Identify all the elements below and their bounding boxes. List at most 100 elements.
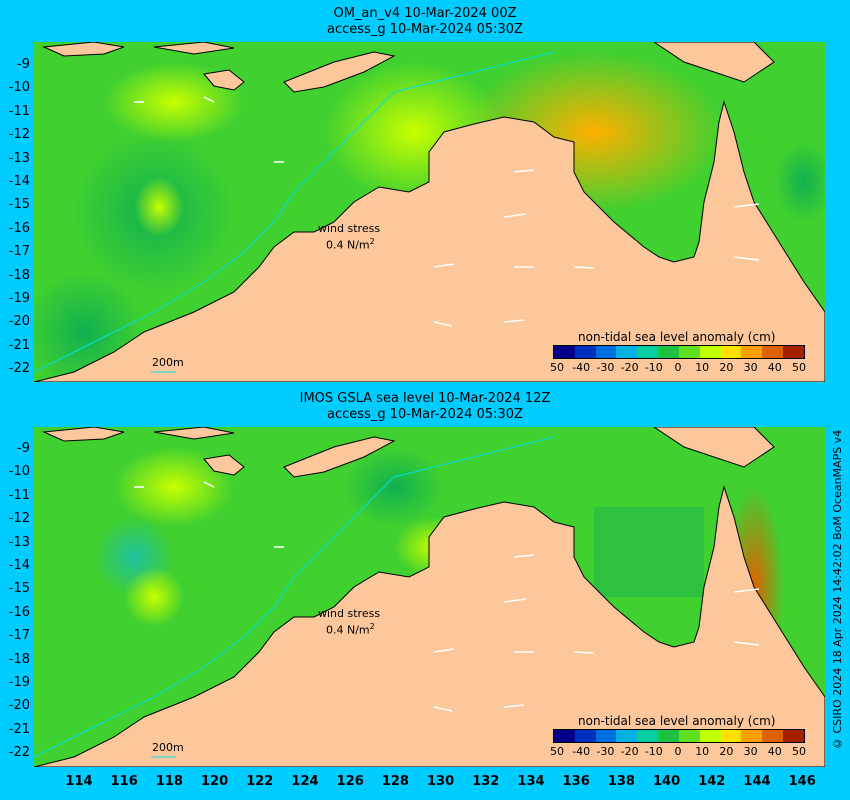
- colorbar-tick-label: 30: [743, 361, 758, 374]
- colorbar-swatch: [554, 346, 575, 358]
- lon-tick-label: 118: [155, 774, 183, 789]
- colorbar-swatch: [762, 346, 784, 358]
- panel2-colorbar: [553, 729, 805, 743]
- lat-tick-label: -13: [8, 534, 30, 550]
- lat-tick-label: -9: [17, 57, 30, 72]
- lat-tick-label: -20: [8, 698, 30, 714]
- colorbar-swatch: [699, 346, 721, 358]
- colorbar-swatch: [554, 730, 575, 742]
- lon-tick-label: 136: [562, 774, 590, 789]
- lat-tick-label: -18: [8, 651, 30, 667]
- colorbar-tick-label: -30: [596, 745, 615, 758]
- colorbar-tick-label: -20: [620, 361, 639, 374]
- lat-tick-label: -11: [8, 103, 30, 119]
- colorbar-swatch: [678, 730, 700, 742]
- colorbar-tick-label: -40: [572, 361, 591, 374]
- colorbar-swatch: [720, 346, 742, 358]
- panel2-title-line1: IMOS GSLA sea level 10-Mar-2024 12Z: [299, 391, 551, 406]
- colorbar-tick-label: 0: [674, 361, 682, 374]
- lat-tick-label: -12: [8, 127, 30, 143]
- lat-tick-label: -11: [8, 487, 30, 503]
- panel1-depth-label: 200m: [152, 356, 184, 369]
- colorbar-swatch: [783, 346, 804, 358]
- panel1-map: [34, 42, 825, 382]
- lat-tick-label: -14: [8, 558, 30, 573]
- lat-tick-label: -16: [8, 220, 30, 236]
- colorbar-tick-label: 40: [767, 361, 782, 374]
- lon-tick-label: 128: [381, 774, 409, 789]
- lat-tick-label: -13: [8, 150, 30, 166]
- colorbar-tick-label: 10: [695, 361, 710, 374]
- lat-tick-label: -19: [8, 291, 30, 306]
- lat-tick-label: -18: [8, 267, 30, 283]
- lon-tick-label: 144: [743, 774, 771, 789]
- panel2-wind-scale: 0.4 N/m2: [326, 622, 375, 637]
- lat-tick-label: -21: [8, 337, 30, 353]
- colorbar-swatch: [637, 730, 659, 742]
- lat-tick-label: -17: [8, 244, 30, 260]
- colorbar-tick-label: 50: [792, 361, 806, 374]
- colorbar-swatch: [741, 346, 763, 358]
- panel2-map: [34, 427, 825, 767]
- lat-tick-label: -14: [8, 174, 30, 189]
- lat-tick-label: -22: [8, 745, 30, 761]
- colorbar-tick-label: 40: [767, 745, 782, 758]
- colorbar-tick-label: 0: [674, 745, 682, 758]
- colorbar-swatch: [699, 730, 721, 742]
- lon-tick-label: 140: [653, 774, 681, 789]
- colorbar-tick-label: 20: [719, 361, 734, 374]
- lon-tick-label: 146: [788, 774, 816, 789]
- colorbar-swatch: [658, 346, 679, 358]
- lat-tick-label: -15: [8, 197, 30, 213]
- colorbar-tick-label: -10: [644, 745, 663, 758]
- credit-text: © CSIRO 2024 18 Apr 2024 14:42:02 BoM Oc…: [831, 429, 844, 750]
- colorbar-swatch: [741, 730, 763, 742]
- lat-tick-label: -17: [8, 628, 30, 644]
- colorbar-tick-label: 50: [550, 745, 564, 758]
- lon-tick-label: 130: [427, 774, 455, 789]
- lat-tick-label: -20: [8, 314, 30, 330]
- lon-tick-label: 138: [607, 774, 635, 789]
- panel1-title-line2: access_g 10-Mar-2024 05:30Z: [327, 22, 523, 37]
- panel2-colorbar-title: non-tidal sea level anomaly (cm): [578, 714, 776, 728]
- colorbar-tick-label: 20: [719, 745, 734, 758]
- colorbar-swatch: [595, 346, 617, 358]
- colorbar-swatch: [616, 346, 638, 358]
- colorbar-swatch: [720, 730, 742, 742]
- colorbar-tick-label: 10: [695, 745, 710, 758]
- panel2-wind-label: wind stress: [318, 607, 381, 620]
- lat-tick-label: -10: [8, 80, 30, 96]
- colorbar-tick-label: 30: [743, 745, 758, 758]
- colorbar-swatch: [637, 346, 659, 358]
- lat-tick-label: -15: [8, 581, 30, 597]
- lat-tick-label: -9: [17, 441, 30, 456]
- colorbar-swatch: [595, 730, 617, 742]
- lat-tick-label: -21: [8, 721, 30, 737]
- colorbar-tick-label: -10: [644, 361, 663, 374]
- lon-tick-label: 116: [110, 774, 138, 789]
- colorbar-tick-label: 50: [550, 361, 564, 374]
- panel1-title-line1: OM_an_v4 10-Mar-2024 00Z: [333, 6, 517, 21]
- lon-tick-label: 122: [246, 774, 274, 789]
- colorbar-swatch: [574, 730, 596, 742]
- panel1-colorbar-title: non-tidal sea level anomaly (cm): [578, 330, 776, 344]
- lat-tick-label: -12: [8, 511, 30, 527]
- lat-tick-label: -19: [8, 675, 30, 690]
- lon-tick-label: 142: [698, 774, 726, 789]
- lon-tick-label: 126: [336, 774, 364, 789]
- colorbar-swatch: [616, 730, 638, 742]
- colorbar-tick-label: -40: [572, 745, 591, 758]
- colorbar-swatch: [783, 730, 804, 742]
- colorbar-swatch: [574, 346, 596, 358]
- lon-tick-label: 134: [517, 774, 545, 789]
- lat-tick-label: -10: [8, 464, 30, 480]
- colorbar-tick-label: -20: [620, 745, 639, 758]
- colorbar-tick-label: -30: [596, 361, 615, 374]
- panel2-depth-label: 200m: [152, 741, 184, 754]
- colorbar-swatch: [762, 730, 784, 742]
- lon-tick-label: 120: [201, 774, 229, 789]
- colorbar-tick-label: 50: [792, 745, 806, 758]
- colorbar-swatch: [658, 730, 679, 742]
- panel1-wind-label: wind stress: [318, 222, 381, 235]
- lat-tick-label: -22: [8, 361, 30, 377]
